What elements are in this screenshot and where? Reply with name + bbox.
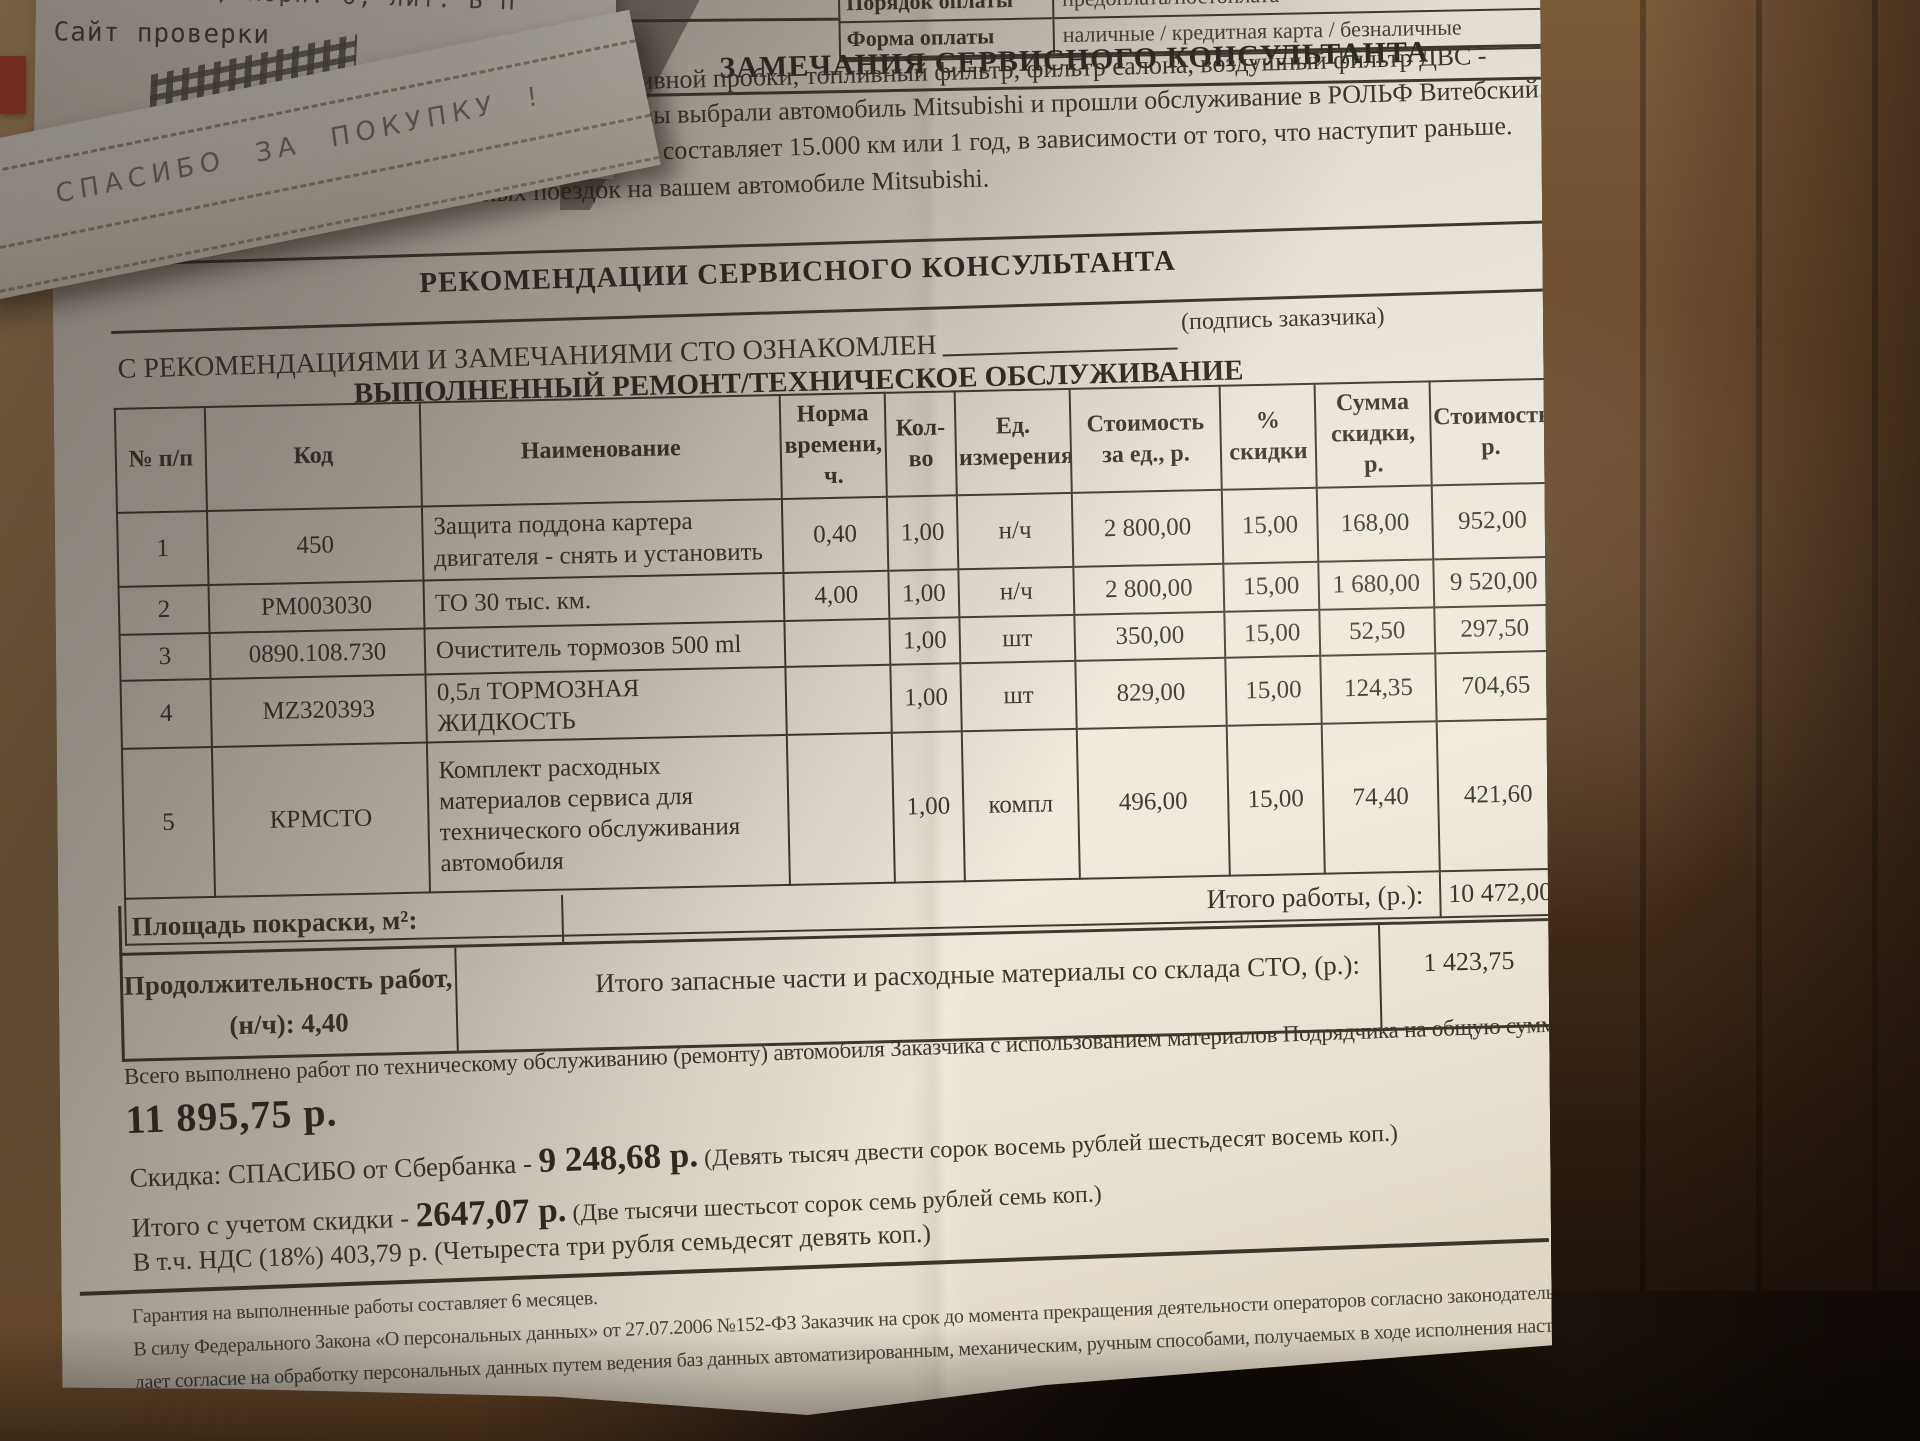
final-total-words: (Две тысячи шестьсот сорок семь рублей с…	[566, 1181, 1103, 1227]
table-cell: КРМСТО	[212, 743, 430, 897]
table-cell	[785, 664, 891, 735]
table-cell: н/ч	[958, 566, 1074, 616]
table-cell: 2	[119, 585, 210, 635]
table-cell: 1,00	[889, 617, 960, 664]
discount-words: (Девять тысяч двести сорок восемь рублей…	[697, 1120, 1399, 1173]
table-cell: Защита поддона картера двигателя - снять…	[422, 499, 783, 581]
table-cell: шт	[959, 614, 1075, 662]
table-row: 5 КРМСТО Комплект расходных материалов с…	[122, 719, 1560, 899]
cell-divider	[1378, 925, 1383, 1028]
table-cell: 704,65	[1435, 650, 1556, 721]
table-cell: 52,50	[1319, 607, 1435, 655]
col-header: № п/п	[115, 407, 207, 512]
col-header: Стоимость за ед., р.	[1070, 386, 1222, 493]
table-cell	[784, 618, 890, 666]
payment-order-label: Порядок оплаты	[840, 0, 1055, 21]
col-header: Кол-во	[885, 391, 957, 496]
cell-divider	[561, 895, 564, 942]
work-duration-label: Продолжительность работ, (н/ч): 4,40	[123, 962, 453, 1041]
parts-total-label: Итого запасные части и расходные материа…	[594, 949, 1361, 999]
table-cell: 15,00	[1222, 487, 1319, 563]
table-cell: Очиститель тормозов 500 ml	[424, 621, 785, 675]
cell-divider	[454, 948, 459, 1051]
discount-amount: 9 248,68 р.	[537, 1135, 699, 1180]
table-cell: РМ003030	[209, 580, 425, 632]
table-cell: 421,60	[1437, 719, 1560, 871]
table-cell: 450	[207, 506, 424, 584]
table-cell: 168,00	[1317, 485, 1434, 561]
wood-plank-right	[1530, 0, 1920, 1441]
table-cell: компл	[962, 729, 1080, 881]
table-cell: шт	[960, 660, 1076, 731]
table-cell: 2 800,00	[1073, 563, 1224, 614]
table-cell: 4	[121, 679, 212, 749]
table-cell: 1,00	[890, 663, 961, 733]
final-total-amount: 2647,07 р.	[415, 1189, 568, 1235]
table-cell: 1,00	[888, 569, 959, 618]
table-cell: 5	[122, 747, 215, 899]
table-cell: ТО 30 тыс. км.	[423, 573, 784, 629]
receipt-address-line: д. 17, корп. 6, лит. Б П	[136, 0, 517, 16]
col-header: % скидки	[1220, 384, 1317, 490]
table-cell: 4,00	[783, 570, 889, 620]
table-cell: 2 800,00	[1072, 489, 1224, 566]
red-stamp-mark	[0, 56, 26, 114]
signature-blank-line	[943, 347, 1178, 356]
col-header: Ед. измерения	[955, 389, 1072, 495]
col-header: Наименование	[420, 395, 782, 506]
parts-total-value: 1 423,75	[1423, 945, 1515, 978]
table-cell: Комплект расходных материалов сервиса дл…	[427, 735, 790, 893]
table-cell: 74,40	[1322, 721, 1440, 873]
table-cell: 3	[120, 633, 211, 681]
table-cell: 0,5л ТОРМОЗНАЯ ЖИДКОСТЬ	[425, 667, 786, 743]
paint-area-label: Площадь покраски, м²:	[131, 904, 418, 942]
total-amount: 11 895,75 р.	[124, 1089, 339, 1143]
table-cell: 0,40	[782, 496, 889, 572]
table-cell: 15,00	[1223, 561, 1319, 611]
table-cell: 829,00	[1075, 657, 1226, 729]
table-cell: н/ч	[957, 492, 1074, 568]
final-total-label: Итого с учетом скидки -	[130, 1202, 417, 1243]
table-cell: MZ320393	[210, 674, 426, 747]
table-cell: 297,50	[1434, 604, 1555, 653]
table-cell: 9 520,00	[1433, 556, 1554, 607]
table-cell: 124,35	[1320, 653, 1436, 724]
table-cell: 0890.108.730	[210, 628, 426, 678]
table-cell: 350,00	[1074, 611, 1225, 660]
table-cell: 1,00	[892, 731, 965, 882]
col-header: Норма времени, ч.	[780, 393, 887, 499]
table-cell	[787, 733, 895, 885]
table-cell: 15,00	[1224, 609, 1320, 657]
discount-label: Скидка: СПАСИБО от Сбербанка -	[129, 1147, 540, 1193]
table-cell: 952,00	[1432, 482, 1554, 558]
table-cell: 1	[117, 511, 209, 587]
col-header: Стоимость, р.	[1430, 379, 1552, 485]
col-header: Сумма скидки, р.	[1315, 381, 1432, 487]
table-cell: 15,00	[1225, 655, 1321, 725]
table-cell: 496,00	[1077, 726, 1230, 879]
signature-hint: (подпись заказчика)	[1180, 303, 1385, 336]
table-cell: 1,00	[887, 495, 959, 570]
table-cell: 15,00	[1227, 724, 1325, 876]
table-cell: 1 680,00	[1318, 559, 1434, 609]
col-header: Код	[205, 403, 422, 511]
work-items-table: № п/п Код Наименование Норма времени, ч.…	[114, 378, 1562, 946]
receipt-site-line: Сайт проверки	[53, 17, 271, 51]
